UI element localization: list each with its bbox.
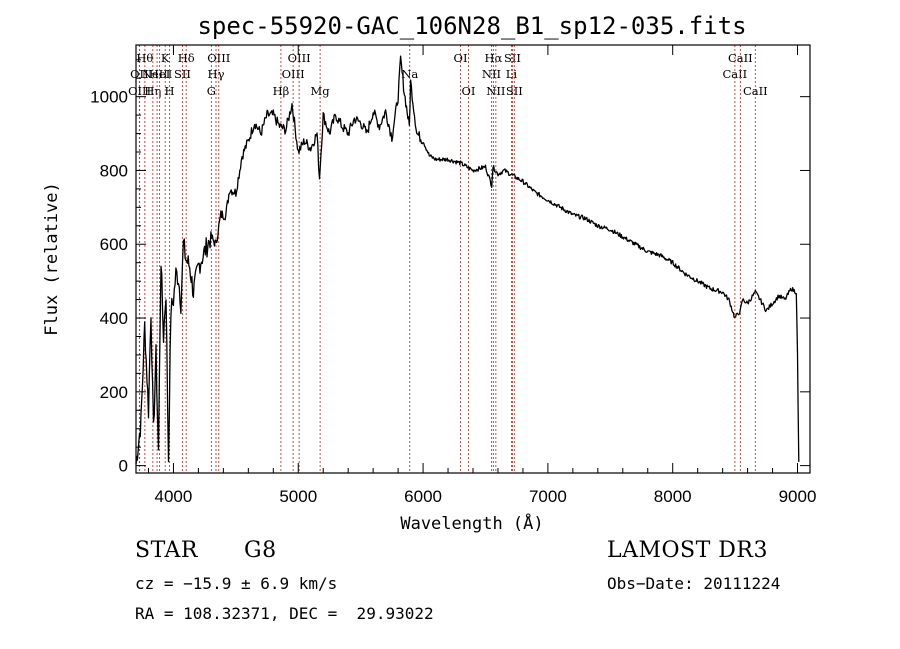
y-tick-label: 800 [100,161,128,180]
spectral-line-markers: OIIOIIIHθHηNeIIIHeIKHSIIHδGHγOIIIHβOIIIO… [128,45,768,473]
y-axis-label: Flux (relative) [42,182,62,336]
line-marker-label: Hη [144,84,161,98]
line-marker-label: CaII [722,67,747,81]
y-tick-label: 1000 [90,88,128,107]
line-marker-label: CaII [728,51,753,65]
line-marker-label: Hα [484,51,502,65]
line-marker-label: OI [454,51,468,65]
line-marker-label: SII [504,51,521,65]
observation-date: Obs−Date: 20111224 [607,574,781,593]
line-marker-label: NII [482,67,501,81]
chart-title: spec-55920-GAC_106N28_B1_sp12-035.fits [197,12,746,40]
x-tick-label: 5000 [279,487,317,506]
sky-coordinates: RA = 108.32371, DEC = 29.93022 [135,604,434,623]
x-tick-label: 7000 [529,487,567,506]
line-marker-label: NII [486,84,505,98]
line-marker-label: Hβ [273,84,290,98]
spectrum-chart: spec-55920-GAC_106N28_B1_sp12-035.fits O… [42,12,817,534]
y-tick-label: 600 [100,235,128,254]
line-marker-label: Mg [311,84,331,98]
line-marker-label: SII [506,84,523,98]
line-marker-label: NeIII [142,67,173,81]
y-tick-label: 400 [100,309,128,328]
line-marker-label: Hγ [208,67,225,81]
line-marker-label: Li [506,67,518,81]
spectrum-line [135,55,800,465]
line-marker-label: Hδ [178,51,195,65]
line-marker-label: Hθ [136,51,153,65]
line-marker-label: OIII [288,51,311,65]
line-marker-label: OIII [128,84,151,98]
line-marker-label: OIII [282,67,305,81]
x-tick-label: 8000 [654,487,692,506]
y-tick-label: 200 [100,383,128,402]
plot-frame [135,44,811,474]
object-subclass: G8 [244,538,277,563]
x-tick-label: 4000 [155,487,193,506]
survey-name: LAMOST DR3 [607,538,768,563]
x-axis-label: Wavelength (Å) [400,512,543,534]
line-marker-label: K [161,51,170,65]
redshift-velocity: cz = −15.9 ± 6.9 km/s [135,574,338,593]
line-marker-label: HeI [149,67,170,81]
line-marker-label: Na [401,67,418,81]
y-tick-label: 0 [119,457,128,476]
x-tick-label: 9000 [779,487,817,506]
y-axis-ticks: 0 200 400 600 800 1000 [90,59,810,476]
object-class: STAR [135,538,198,563]
line-marker-label: G [207,84,216,98]
line-marker-label: SII [174,67,191,81]
x-axis-ticks: 4000 5000 6000 7000 8000 9000 [147,45,817,506]
x-tick-label: 6000 [404,487,442,506]
line-marker-label: CaII [743,84,768,98]
line-marker-label: OI [462,84,476,98]
line-marker-label: H [165,84,175,98]
line-marker-label: OIII [207,51,230,65]
